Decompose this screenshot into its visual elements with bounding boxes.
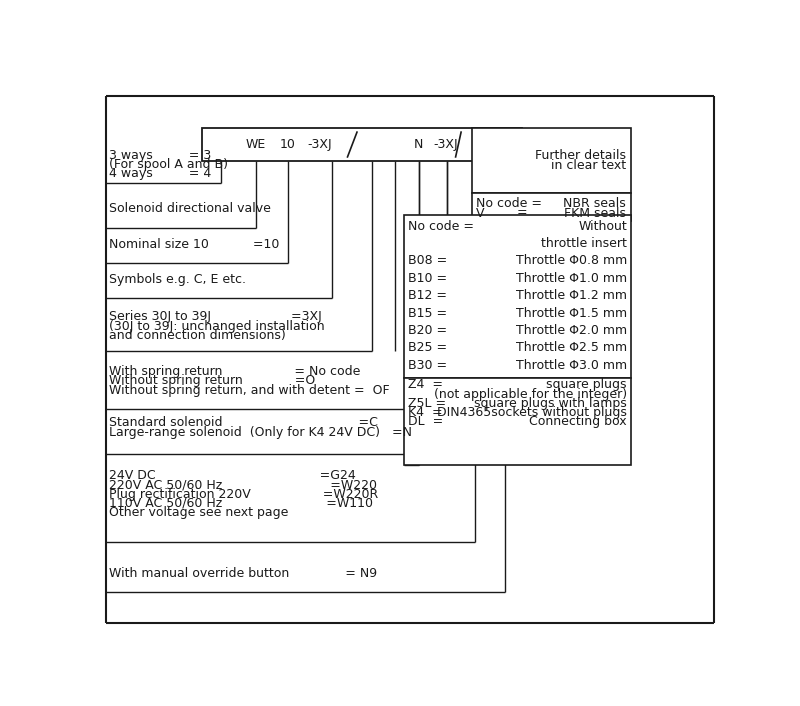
Bar [472, 193, 630, 220]
Text: K4  =: K4 = [407, 406, 442, 419]
Text: Throttle Φ2.0 mm: Throttle Φ2.0 mm [516, 324, 627, 337]
Text: square plugs with lamps: square plugs with lamps [474, 397, 627, 409]
Text: B30 =: B30 = [407, 359, 446, 372]
Text: Large-range solenoid  (Only for K4 24V DC)   =N: Large-range solenoid (Only for K4 24V DC… [110, 426, 412, 438]
Text: square plugs: square plugs [546, 378, 627, 391]
Text: B25 =: B25 = [407, 341, 446, 354]
Text: NBR seals: NBR seals [563, 197, 626, 210]
Text: Throttle Φ1.0 mm: Throttle Φ1.0 mm [516, 272, 627, 285]
Text: Further details: Further details [534, 149, 626, 162]
Text: FKM seals: FKM seals [564, 207, 626, 220]
Text: throttle insert: throttle insert [541, 237, 627, 250]
Text: Throttle Φ0.8 mm: Throttle Φ0.8 mm [516, 254, 627, 268]
Text: 220V AC 50/60 Hz                           =W220: 220V AC 50/60 Hz =W220 [110, 479, 378, 491]
Text: With manual override button              = N9: With manual override button = N9 [110, 568, 378, 580]
Text: Connecting box: Connecting box [530, 415, 627, 429]
Text: B10 =: B10 = [407, 272, 446, 285]
Text: 10: 10 [280, 138, 296, 151]
Text: B15 =: B15 = [407, 306, 446, 320]
Text: No code =: No code = [407, 220, 474, 232]
Text: (30J to 39J: unchanged installation: (30J to 39J: unchanged installation [110, 320, 325, 333]
Text: Z4  =: Z4 = [407, 378, 442, 391]
Text: Solenoid directional valve: Solenoid directional valve [110, 202, 271, 215]
Text: (For spool A and B): (For spool A and B) [110, 158, 228, 171]
Text: DL  =: DL = [407, 415, 442, 429]
Text: and connection dimensions): and connection dimensions) [110, 329, 286, 342]
Text: -3XJ: -3XJ [307, 138, 332, 151]
Text: Series 30J to 39J                    =3XJ: Series 30J to 39J =3XJ [110, 311, 322, 323]
Text: Throttle Φ3.0 mm: Throttle Φ3.0 mm [516, 359, 627, 372]
Text: B12 =: B12 = [407, 289, 446, 302]
Bar [404, 215, 630, 378]
Text: -3XJ: -3XJ [434, 138, 458, 151]
Text: 4 ways         = 4: 4 ways = 4 [110, 167, 211, 180]
Text: 3 ways         = 3: 3 ways = 3 [110, 149, 211, 162]
Text: With spring return                  = No code: With spring return = No code [110, 365, 361, 378]
Text: WE: WE [246, 138, 266, 151]
Text: *: * [502, 138, 508, 151]
Text: Symbols e.g. C, E etc.: Symbols e.g. C, E etc. [110, 273, 246, 287]
Text: Plug rectification 220V                  =W220R: Plug rectification 220V =W220R [110, 488, 378, 501]
Text: Throttle Φ1.2 mm: Throttle Φ1.2 mm [516, 289, 627, 302]
Text: 24V DC                                         =G24: 24V DC =G24 [110, 469, 356, 482]
Text: Nominal size 10           =10: Nominal size 10 =10 [110, 238, 280, 251]
Text: Throttle Φ2.5 mm: Throttle Φ2.5 mm [516, 341, 627, 354]
Bar [472, 128, 630, 193]
Text: N: N [414, 138, 423, 151]
Text: B08 =: B08 = [407, 254, 446, 268]
Text: =: = [517, 207, 527, 220]
Text: No code =: No code = [476, 197, 542, 210]
Bar [202, 128, 522, 161]
Text: Without spring return, and with detent =  OF: Without spring return, and with detent =… [110, 384, 390, 397]
Text: V: V [476, 207, 484, 220]
Bar [404, 378, 630, 465]
Text: 110V AC 50/60 Hz                          =W110: 110V AC 50/60 Hz =W110 [110, 497, 374, 510]
Text: Z5L =: Z5L = [407, 397, 446, 409]
Text: Throttle Φ1.5 mm: Throttle Φ1.5 mm [516, 306, 627, 320]
Text: Other voltage see next page: Other voltage see next page [110, 506, 289, 519]
Text: in clear text: in clear text [550, 159, 626, 172]
Text: Standard solenoid                                  =C: Standard solenoid =C [110, 417, 378, 429]
Text: (not applicable for the integer): (not applicable for the integer) [434, 388, 627, 400]
Text: Without spring return             =O: Without spring return =O [110, 374, 315, 388]
Text: B20 =: B20 = [407, 324, 446, 337]
Text: DIN4365sockets without plugs: DIN4365sockets without plugs [437, 406, 627, 419]
Text: Without: Without [578, 220, 627, 232]
